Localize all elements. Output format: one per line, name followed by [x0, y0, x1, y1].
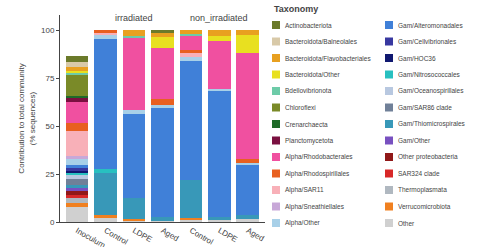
svg-text:Gam/Oceanospirillales: Gam/Oceanospirillales	[398, 87, 464, 95]
svg-text:Bacteroidota/Balneolales: Bacteroidota/Balneolales	[285, 38, 358, 45]
svg-text:Aged: Aged	[245, 226, 266, 243]
svg-text:Alpha/Rhodospirillales: Alpha/Rhodospirillales	[285, 170, 350, 178]
svg-text:Bacteroidota/Other: Bacteroidota/Other	[285, 71, 340, 78]
svg-text:Planctomycetota: Planctomycetota	[285, 137, 333, 145]
svg-text:100: 100	[41, 26, 55, 35]
svg-text:Aged: Aged	[159, 226, 180, 243]
svg-text:LDPE: LDPE	[131, 226, 154, 244]
svg-text:Control: Control	[188, 226, 215, 247]
svg-text:Gam/SAR86 clade: Gam/SAR86 clade	[398, 104, 452, 111]
svg-text:Gam/Nitrosococcales: Gam/Nitrosococcales	[398, 71, 461, 78]
svg-text:25: 25	[45, 170, 54, 179]
svg-text:Alpha/SAR11: Alpha/SAR11	[285, 186, 324, 194]
svg-text:Gam/Other: Gam/Other	[398, 137, 431, 144]
svg-text:Gam/Alteromonadales: Gam/Alteromonadales	[398, 22, 463, 29]
svg-text:Control: Control	[103, 226, 130, 247]
svg-text:Gam/HOC36: Gam/HOC36	[398, 55, 436, 62]
svg-text:Thermoplasmata: Thermoplasmata	[398, 186, 447, 194]
svg-text:50: 50	[45, 122, 54, 131]
svg-text:irradiated: irradiated	[115, 13, 153, 23]
svg-text:Other proteobacteria: Other proteobacteria	[398, 153, 458, 161]
svg-text:Alpha/Sneathiellales: Alpha/Sneathiellales	[285, 203, 345, 211]
svg-text:Crenarchaecta: Crenarchaecta	[285, 121, 328, 128]
svg-text:Taxonomy: Taxonomy	[274, 4, 318, 14]
svg-text:LDPE: LDPE	[216, 226, 239, 244]
svg-text:Bdellovibrionota: Bdellovibrionota	[285, 87, 332, 94]
svg-text:Inoculum: Inoculum	[74, 226, 107, 247]
svg-text:Alpha/Rhodobacterales: Alpha/Rhodobacterales	[285, 153, 353, 161]
svg-text:0: 0	[50, 218, 55, 227]
svg-text:Actinobacteriota: Actinobacteriota	[285, 22, 332, 29]
svg-text:Contribution to total communit: Contribution to total community(% sequen…	[17, 63, 36, 173]
svg-text:non_irradiated: non_irradiated	[190, 13, 248, 23]
svg-text:75: 75	[45, 74, 54, 83]
svg-text:Alpha/Other: Alpha/Other	[285, 219, 321, 227]
svg-text:Bacteroidota/Flavobacteriales: Bacteroidota/Flavobacteriales	[285, 55, 371, 62]
svg-text:Gam/Thiomicrospirales: Gam/Thiomicrospirales	[398, 120, 466, 128]
svg-text:Other: Other	[398, 220, 415, 227]
svg-text:Verrucomicrobiota: Verrucomicrobiota	[398, 203, 451, 210]
svg-text:Gam/Cellvibrionales: Gam/Cellvibrionales	[398, 38, 457, 45]
svg-text:SAR324 clade: SAR324 clade	[398, 170, 440, 177]
svg-text:Chloroflexi: Chloroflexi	[285, 104, 316, 111]
